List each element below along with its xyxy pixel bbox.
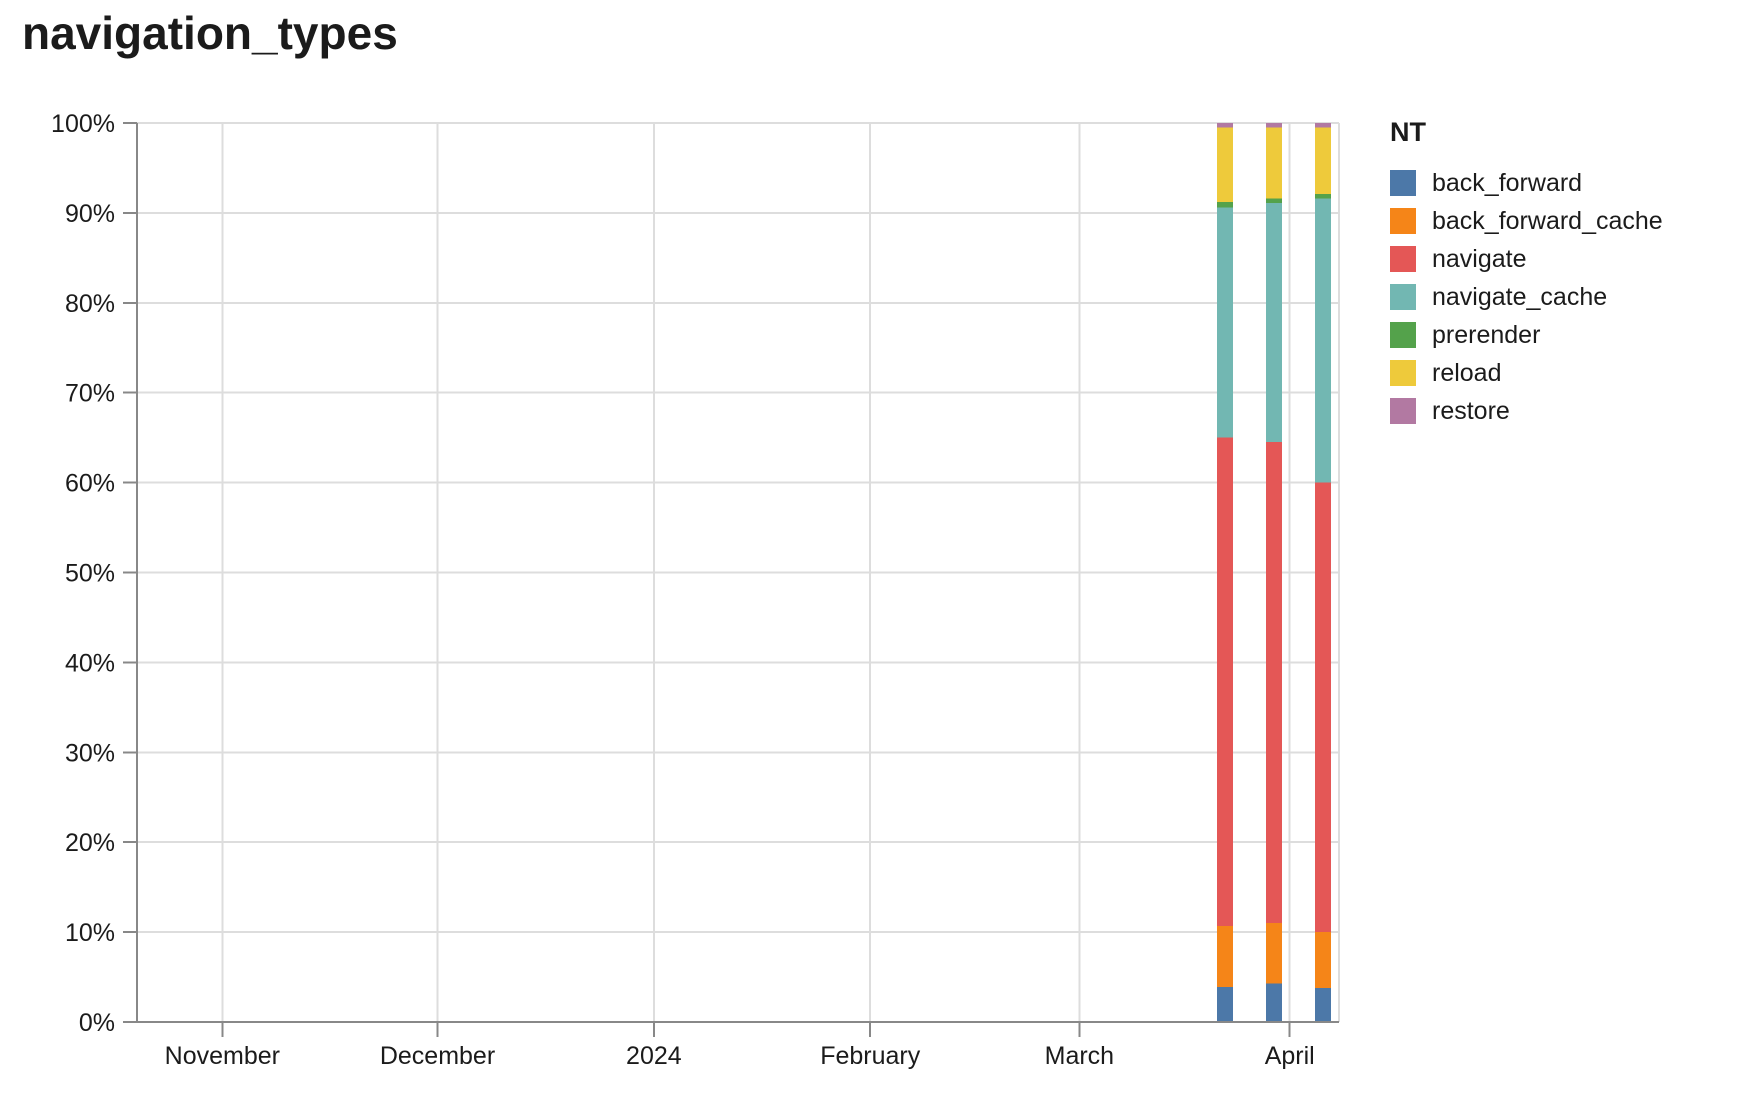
y-tick-label: 50% — [65, 560, 115, 588]
legend-swatch-reload — [1390, 360, 1416, 386]
bar-segment-prerender — [1266, 198, 1282, 204]
chart-title: navigation_types — [22, 7, 398, 59]
bar-segment-navigate — [1315, 482, 1331, 933]
bar-segment-restore — [1217, 123, 1233, 128]
y-tick-label: 60% — [65, 470, 115, 498]
bar-segment-reload — [1266, 127, 1282, 199]
y-tick-label: 0% — [79, 1009, 115, 1037]
legend-title: NT — [1390, 117, 1426, 147]
y-tick-label: 40% — [65, 649, 115, 677]
bar-segment-prerender — [1217, 202, 1233, 208]
legend-label: prerender — [1432, 320, 1541, 349]
y-tick-label: 20% — [65, 829, 115, 857]
bar-segment-restore — [1315, 123, 1331, 128]
y-tick-label: 30% — [65, 739, 115, 767]
legend-item-navigate_cache: navigate_cache — [1390, 282, 1720, 311]
legend-label: back_forward_cache — [1432, 206, 1663, 235]
bar-segment-restore — [1266, 123, 1282, 128]
legend-item-prerender: prerender — [1390, 320, 1720, 349]
legend-item-reload: reload — [1390, 358, 1720, 387]
bar-segment-back_forward_cache — [1217, 925, 1233, 987]
bar-segment-navigate_cache — [1315, 198, 1331, 483]
bar-segment-reload — [1315, 127, 1331, 195]
y-tick-label: 80% — [65, 290, 115, 318]
legend-swatch-navigate_cache — [1390, 284, 1416, 310]
x-tick-label: December — [380, 1042, 495, 1070]
x-tick-label: March — [1045, 1042, 1114, 1070]
legend-swatch-back_forward_cache — [1390, 208, 1416, 234]
legend-label: navigate_cache — [1432, 282, 1608, 311]
bar-segment-navigate_cache — [1266, 203, 1282, 443]
legend-swatch-restore — [1390, 398, 1416, 424]
y-tick-label: 90% — [65, 200, 115, 228]
legend-label: restore — [1432, 396, 1510, 425]
x-tick-label: February — [820, 1042, 921, 1070]
legend-swatch-back_forward — [1390, 170, 1416, 196]
x-tick-label: 2024 — [626, 1042, 682, 1070]
y-tick-label: 100% — [51, 110, 115, 138]
bar-segment-prerender — [1315, 194, 1331, 199]
bar-segment-navigate — [1217, 437, 1233, 926]
y-tick-label: 70% — [65, 380, 115, 408]
legend-label: back_forward — [1432, 168, 1583, 197]
legend-label: navigate — [1432, 244, 1527, 273]
legend-swatch-prerender — [1390, 322, 1416, 348]
bar-segment-navigate_cache — [1217, 207, 1233, 438]
bar-segment-reload — [1217, 127, 1233, 203]
legend-item-navigate: navigate — [1390, 244, 1720, 273]
bar-segment-back_forward — [1217, 986, 1233, 1022]
bar-segment-back_forward — [1315, 987, 1331, 1022]
legend-item-back_forward_cache: back_forward_cache — [1390, 206, 1720, 235]
legend-items: back_forward back_forward_cache navigate na… — [1390, 168, 1720, 425]
x-tick-label: November — [165, 1042, 280, 1070]
legend-swatch-navigate — [1390, 246, 1416, 272]
bar-segment-navigate — [1266, 442, 1282, 924]
bar-segment-back_forward_cache — [1315, 932, 1331, 988]
legend-item-back_forward: back_forward — [1390, 168, 1720, 197]
bar-segment-back_forward — [1266, 983, 1282, 1022]
legend-item-restore: restore — [1390, 396, 1720, 425]
bar-segment-back_forward_cache — [1266, 923, 1282, 984]
legend-label: reload — [1432, 358, 1502, 387]
y-tick-label: 10% — [65, 919, 115, 947]
x-tick-label: April — [1265, 1042, 1315, 1070]
